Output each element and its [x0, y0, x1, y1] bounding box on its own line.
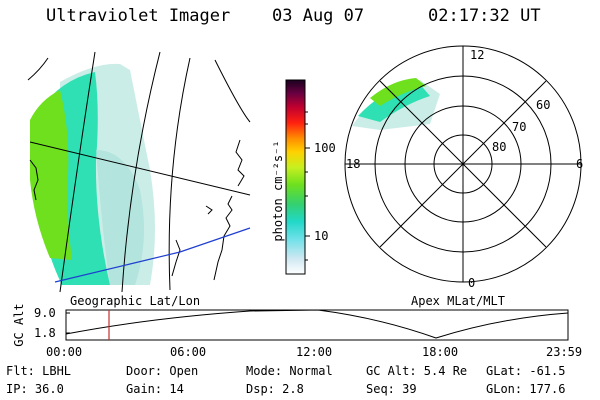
- polar-grid: [344, 45, 582, 283]
- info-gc-alt: GC Alt: 5.4 Re: [366, 364, 468, 378]
- polar-lat-70: 70: [512, 120, 527, 134]
- info-mode: Mode: Normal: [246, 364, 333, 378]
- app-title: Ultraviolet Imager: [46, 6, 231, 26]
- polar-lat-60: 60: [536, 98, 551, 112]
- orbit-y-min: 1.8: [34, 326, 56, 340]
- orbit-tick-0600: 06:00: [170, 345, 207, 359]
- colorbar: [285, 79, 306, 275]
- colorbar-tick-100: 100: [314, 141, 336, 155]
- aurora-green-region: [30, 90, 72, 260]
- polar-label-0: 0: [468, 276, 476, 290]
- projection-label-geographic: Geographic Lat/Lon: [70, 294, 201, 308]
- orbit-axis-label: GC Alt: [12, 303, 26, 347]
- colorbar-ticks: [305, 111, 310, 261]
- colorbar-tick-10: 10: [314, 229, 329, 243]
- info-gain: Gain: 14: [126, 382, 184, 396]
- geographic-image: [30, 63, 155, 286]
- info-filter: Flt: LBHL: [6, 364, 72, 378]
- orbit-ticks: [66, 312, 70, 334]
- polar-aurora: [352, 78, 440, 130]
- info-door: Door: Open: [126, 364, 199, 378]
- orbit-tick-1200: 12:00: [296, 345, 333, 359]
- projection-label-apex: Apex MLat/MLT: [411, 294, 505, 308]
- info-dsp: Dsp: 2.8: [246, 382, 304, 396]
- polar-label-6: 6: [576, 157, 584, 171]
- orbit-tick-0000: 00:00: [46, 345, 83, 359]
- coastline-blue: [54, 227, 251, 283]
- polar-label-12: 12: [470, 48, 485, 62]
- aurora-speckle-region: [96, 150, 144, 285]
- observation-time: 02:17:32 UT: [428, 6, 541, 26]
- info-glat: GLat: -61.5: [486, 364, 566, 378]
- colorbar-unit-label: photon cm⁻²s⁻¹: [271, 140, 285, 242]
- observation-date: 03 Aug 07: [272, 6, 365, 26]
- polar-aurora-green: [370, 78, 426, 106]
- info-seq: Seq: 39: [366, 382, 417, 396]
- orbit-tick-2359: 23:59: [546, 345, 583, 359]
- polar-lat-80: 80: [492, 140, 507, 154]
- orbit-panel: [65, 309, 569, 341]
- info-ip: IP: 36.0: [6, 382, 64, 396]
- orbit-altitude-curve: [65, 309, 569, 339]
- geographic-grid: [27, 51, 251, 293]
- orbit-y-max: 9.0: [34, 306, 56, 320]
- polar-label-18: 18: [346, 157, 361, 171]
- info-glon: GLon: 177.6: [486, 382, 566, 396]
- orbit-tick-1800: 18:00: [422, 345, 459, 359]
